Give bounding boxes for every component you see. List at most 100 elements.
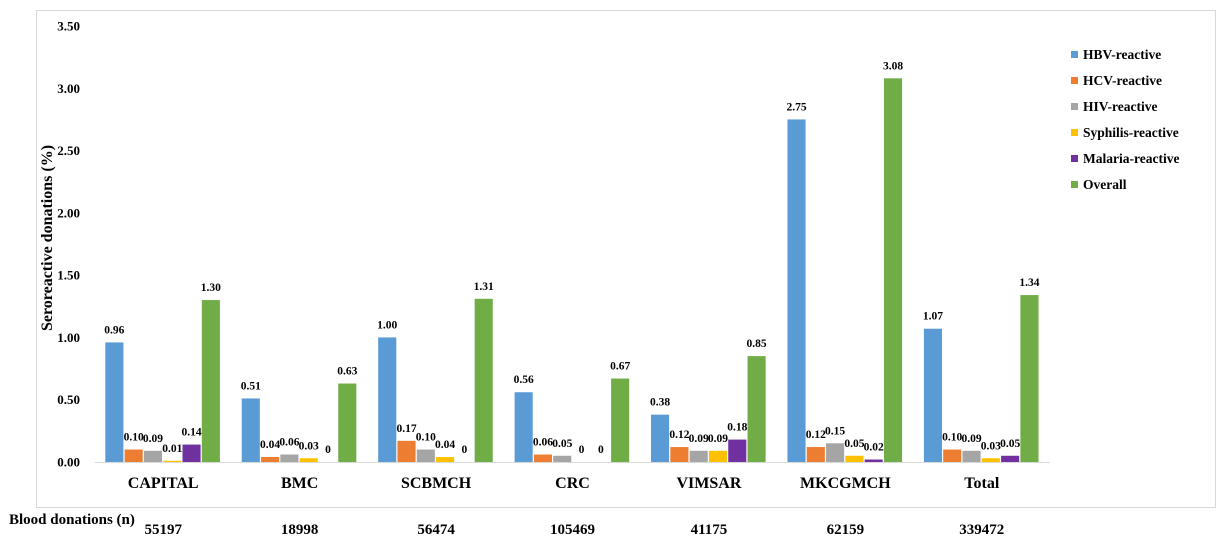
- legend-swatch: [1071, 181, 1078, 188]
- bars: [105, 78, 1039, 463]
- donation-count: 56474: [417, 522, 455, 538]
- data-label: 0.05: [844, 438, 864, 450]
- y-tick-label: 2.00: [57, 205, 80, 220]
- donation-count: 55197: [144, 522, 182, 538]
- y-tick-label: 1.50: [57, 268, 80, 283]
- data-label: 0.03: [981, 440, 1001, 452]
- legend-swatch: [1071, 77, 1078, 84]
- data-label: 0.51: [241, 380, 261, 392]
- donation-count: 41175: [690, 522, 728, 538]
- data-label: 0.05: [1000, 438, 1020, 450]
- bar: [378, 337, 397, 462]
- data-label: 0.67: [610, 361, 630, 373]
- bar: [163, 460, 182, 462]
- data-label: 0.05: [552, 438, 572, 450]
- bar: [1020, 295, 1039, 462]
- data-label: 1.31: [474, 281, 494, 293]
- bar: [416, 449, 435, 462]
- legend-label: HIV-reactive: [1083, 99, 1157, 114]
- data-label: 0.10: [416, 432, 436, 444]
- bar: [806, 447, 825, 462]
- bar: [981, 458, 1000, 462]
- bar: [962, 450, 981, 462]
- bar: [611, 378, 630, 462]
- bar: [397, 440, 416, 462]
- bar: [708, 450, 728, 462]
- category-label: Total: [964, 475, 1000, 492]
- data-label: 0.01: [162, 443, 182, 455]
- data-label: 0.06: [279, 437, 299, 449]
- donation-count: 62159: [826, 522, 865, 538]
- bar: [845, 455, 864, 462]
- bar: [864, 459, 883, 462]
- donation-count: 18998: [280, 522, 319, 538]
- donations-caption: Blood donations (n): [9, 512, 135, 528]
- bar: [943, 449, 962, 462]
- legend: HBV-reactive HCV-reactive HIV-reactive Syph…: [1071, 47, 1179, 192]
- data-label: 0.96: [104, 324, 124, 336]
- bar: [553, 455, 572, 462]
- bar: [474, 298, 493, 462]
- data-label: 0.02: [864, 442, 884, 454]
- data-label: 0.04: [435, 439, 455, 451]
- data-label: 0.06: [533, 437, 553, 449]
- bar: [338, 383, 357, 462]
- bar: [280, 454, 299, 462]
- data-label: 0.09: [143, 433, 163, 445]
- bar: [689, 450, 708, 462]
- data-label: 0.09: [961, 433, 981, 445]
- data-label: 0.56: [514, 374, 534, 386]
- bar: [436, 457, 455, 462]
- data-label: 0.04: [260, 439, 280, 451]
- y-tick-label: 3.50: [57, 19, 80, 34]
- bar: [241, 398, 260, 462]
- category-label: SCBMCH: [401, 475, 472, 492]
- data-label: 0.63: [337, 366, 357, 378]
- donation-count: 339472: [959, 522, 1005, 538]
- bar: [143, 450, 163, 462]
- bar: [124, 449, 143, 462]
- data-label: 0.17: [396, 423, 416, 435]
- data-label: 0: [598, 444, 604, 456]
- bar-chart: 0.00 0.50 1.00 1.50 2.00 2.50 3.00 3.50 0.96 0.1…: [39, 19, 1179, 493]
- data-label: 0.38: [650, 397, 670, 409]
- bar: [1001, 455, 1020, 462]
- data-label: 2.75: [786, 101, 806, 113]
- data-label: 0.09: [708, 433, 728, 445]
- bar: [182, 444, 201, 462]
- data-label: 0.15: [825, 425, 845, 437]
- bar: [670, 447, 689, 462]
- category-label: MKCGMCH: [800, 475, 891, 492]
- data-label: 0: [579, 444, 585, 456]
- data-label: 0.09: [689, 433, 709, 445]
- legend-label: Syphilis-reactive: [1083, 125, 1179, 140]
- legend-label: HCV-reactive: [1083, 73, 1162, 88]
- data-label: 1.07: [923, 311, 943, 323]
- bar: [261, 457, 280, 462]
- bar: [883, 78, 903, 462]
- data-label: 0: [462, 444, 468, 456]
- legend-swatch: [1071, 103, 1078, 110]
- legend-label: HBV-reactive: [1083, 47, 1161, 62]
- legend-swatch: [1071, 129, 1078, 136]
- legend-swatch: [1071, 155, 1078, 162]
- data-label: 0.10: [124, 432, 144, 444]
- bar: [201, 300, 220, 462]
- data-label: 0.18: [727, 422, 747, 434]
- data-label: 0.14: [181, 427, 201, 439]
- donation-count: 105469: [550, 522, 595, 538]
- bar: [826, 443, 845, 462]
- data-labels: 0.960.10 0.090.010.141.300.510.04 0.06 0.03…: [104, 60, 1039, 456]
- data-label: 0: [325, 444, 331, 456]
- category-label: BMC: [281, 475, 318, 492]
- y-tick-label: 0.00: [57, 455, 80, 470]
- bar: [923, 328, 942, 462]
- y-tick-label: 3.00: [57, 81, 80, 96]
- data-label: 0.10: [942, 432, 962, 444]
- chart-frame: [36, 10, 1216, 508]
- y-axis: 0.00 0.50 1.00 1.50 2.00 2.50 3.00 3.50: [57, 19, 1050, 470]
- bar: [728, 439, 747, 462]
- category-label: CRC: [555, 475, 590, 492]
- bar: [787, 119, 806, 463]
- y-axis-title: Seroreactive donations (%): [39, 145, 56, 331]
